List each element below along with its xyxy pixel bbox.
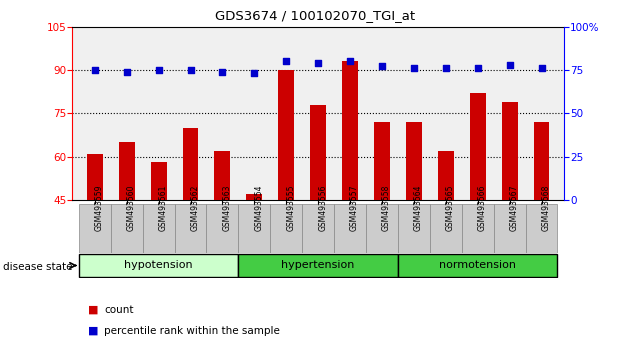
Point: [89, 67, 100, 73]
FancyBboxPatch shape: [494, 204, 525, 253]
Bar: [151, 162, 166, 200]
Bar: [214, 151, 231, 200]
Text: GSM493567: GSM493567: [510, 184, 518, 231]
Text: disease state: disease state: [3, 262, 72, 272]
Text: GDS3674 / 100102070_TGI_at: GDS3674 / 100102070_TGI_at: [215, 9, 415, 22]
Text: ■: ■: [88, 326, 99, 336]
Bar: [310, 105, 326, 200]
Text: hypotension: hypotension: [124, 261, 193, 270]
Bar: [183, 128, 198, 200]
Text: ■: ■: [88, 305, 99, 315]
Text: GSM493561: GSM493561: [159, 184, 168, 231]
Text: GSM493560: GSM493560: [127, 184, 135, 231]
Point: [472, 65, 483, 71]
FancyBboxPatch shape: [430, 204, 462, 253]
Bar: [438, 151, 454, 200]
Text: normotension: normotension: [439, 261, 516, 270]
Text: GSM493558: GSM493558: [382, 184, 391, 231]
Bar: [470, 93, 486, 200]
FancyBboxPatch shape: [366, 204, 398, 253]
FancyBboxPatch shape: [398, 254, 558, 277]
FancyBboxPatch shape: [238, 254, 398, 277]
Point: [345, 58, 355, 64]
Point: [154, 67, 164, 73]
Point: [537, 65, 547, 71]
FancyBboxPatch shape: [238, 204, 270, 253]
FancyBboxPatch shape: [525, 204, 558, 253]
Text: GSM493562: GSM493562: [190, 184, 200, 231]
FancyBboxPatch shape: [175, 204, 207, 253]
FancyBboxPatch shape: [302, 204, 334, 253]
FancyBboxPatch shape: [142, 204, 175, 253]
Bar: [87, 154, 103, 200]
Text: GSM493568: GSM493568: [542, 184, 551, 231]
FancyBboxPatch shape: [462, 204, 494, 253]
FancyBboxPatch shape: [79, 254, 238, 277]
Bar: [342, 61, 358, 200]
Point: [122, 69, 132, 74]
Point: [505, 62, 515, 68]
FancyBboxPatch shape: [334, 204, 366, 253]
Text: GSM493564: GSM493564: [414, 184, 423, 231]
Point: [249, 70, 260, 76]
Bar: [406, 122, 422, 200]
Text: percentile rank within the sample: percentile rank within the sample: [104, 326, 280, 336]
Bar: [118, 142, 135, 200]
Bar: [501, 102, 518, 200]
FancyBboxPatch shape: [207, 204, 238, 253]
Bar: [278, 70, 294, 200]
Text: GSM493565: GSM493565: [446, 184, 455, 231]
Point: [441, 65, 451, 71]
Text: GSM493557: GSM493557: [350, 184, 359, 231]
Point: [313, 60, 323, 66]
Text: hypertension: hypertension: [282, 261, 355, 270]
Text: count: count: [104, 305, 134, 315]
FancyBboxPatch shape: [398, 204, 430, 253]
Bar: [246, 194, 262, 200]
Text: GSM493556: GSM493556: [318, 184, 327, 231]
Bar: [534, 122, 549, 200]
Text: GSM493559: GSM493559: [94, 184, 104, 231]
Text: GSM493555: GSM493555: [286, 184, 295, 231]
FancyBboxPatch shape: [79, 204, 111, 253]
Text: GSM493566: GSM493566: [478, 184, 487, 231]
Point: [377, 64, 387, 69]
FancyBboxPatch shape: [111, 204, 142, 253]
Text: GSM493563: GSM493563: [222, 184, 231, 231]
FancyBboxPatch shape: [270, 204, 302, 253]
Text: GSM493554: GSM493554: [255, 184, 263, 231]
Bar: [374, 122, 390, 200]
Point: [409, 65, 419, 71]
Point: [185, 67, 195, 73]
Point: [217, 69, 227, 74]
Point: [281, 58, 291, 64]
